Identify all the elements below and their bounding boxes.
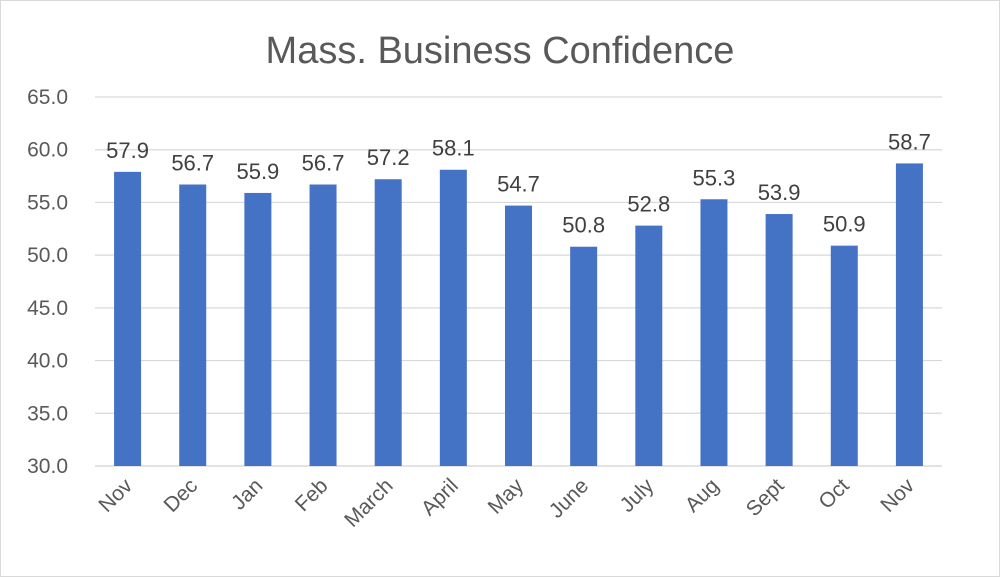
y-axis-ticks: 30.0 35.0 40.0 45.0 50.0 55.0 60.0 65.0 xyxy=(27,86,68,478)
y-tick-label: 30.0 xyxy=(27,455,68,478)
x-tick-label: Sept xyxy=(742,474,789,521)
y-tick-label: 65.0 xyxy=(27,86,68,109)
x-tick-label: Oct xyxy=(814,474,853,513)
data-label: 56.7 xyxy=(171,151,214,176)
bar xyxy=(179,184,207,466)
y-tick-label: 45.0 xyxy=(27,297,68,320)
data-label: 54.7 xyxy=(497,172,540,197)
x-tick-label: Aug xyxy=(681,474,724,517)
x-tick-label: May xyxy=(484,474,529,519)
data-label: 53.9 xyxy=(758,180,801,205)
data-label: 55.9 xyxy=(236,159,279,184)
x-axis-ticks: Nov Dec Jan Feb March April May June July Aug Sept… xyxy=(94,474,919,532)
bar xyxy=(114,171,142,466)
data-label: 58.7 xyxy=(888,129,931,154)
bar xyxy=(374,179,402,466)
x-tick-label: Jan xyxy=(227,474,267,514)
bar xyxy=(895,163,923,467)
y-tick-label: 60.0 xyxy=(27,139,68,162)
data-label: 58.1 xyxy=(432,136,475,161)
bar xyxy=(505,205,532,466)
x-tick-label: July xyxy=(616,474,659,517)
x-tick-label: Nov xyxy=(94,474,137,517)
y-tick-label: 50.0 xyxy=(27,244,68,267)
bar xyxy=(439,169,467,466)
bar xyxy=(635,225,663,466)
x-tick-label: Nov xyxy=(876,474,919,517)
chart-title: Mass. Business Confidence xyxy=(265,30,735,72)
bar xyxy=(309,184,337,466)
data-label: 57.2 xyxy=(367,145,410,170)
bar xyxy=(570,246,598,466)
data-label: 52.8 xyxy=(627,192,670,217)
data-label: 56.7 xyxy=(302,151,345,176)
data-labels: 57.9 56.7 55.9 56.7 57.2 58.1 54.7 50.8 52.8 55.3… xyxy=(106,129,931,237)
x-tick-label: Dec xyxy=(160,474,203,517)
x-tick-label: Feb xyxy=(291,474,333,516)
bar xyxy=(830,245,858,466)
y-tick-label: 40.0 xyxy=(27,350,68,373)
x-tick-label: April xyxy=(417,474,463,520)
x-tick-label: June xyxy=(545,474,593,522)
data-label: 50.9 xyxy=(823,212,866,237)
data-label: 57.9 xyxy=(106,138,149,163)
y-tick-label: 55.0 xyxy=(27,191,68,214)
bar xyxy=(765,214,793,466)
data-label: 50.8 xyxy=(562,213,605,238)
bar xyxy=(700,199,728,466)
bars xyxy=(114,163,923,467)
x-tick-label: March xyxy=(340,474,398,532)
data-label: 55.3 xyxy=(693,165,736,190)
bar xyxy=(244,192,272,466)
y-tick-label: 35.0 xyxy=(27,402,68,425)
